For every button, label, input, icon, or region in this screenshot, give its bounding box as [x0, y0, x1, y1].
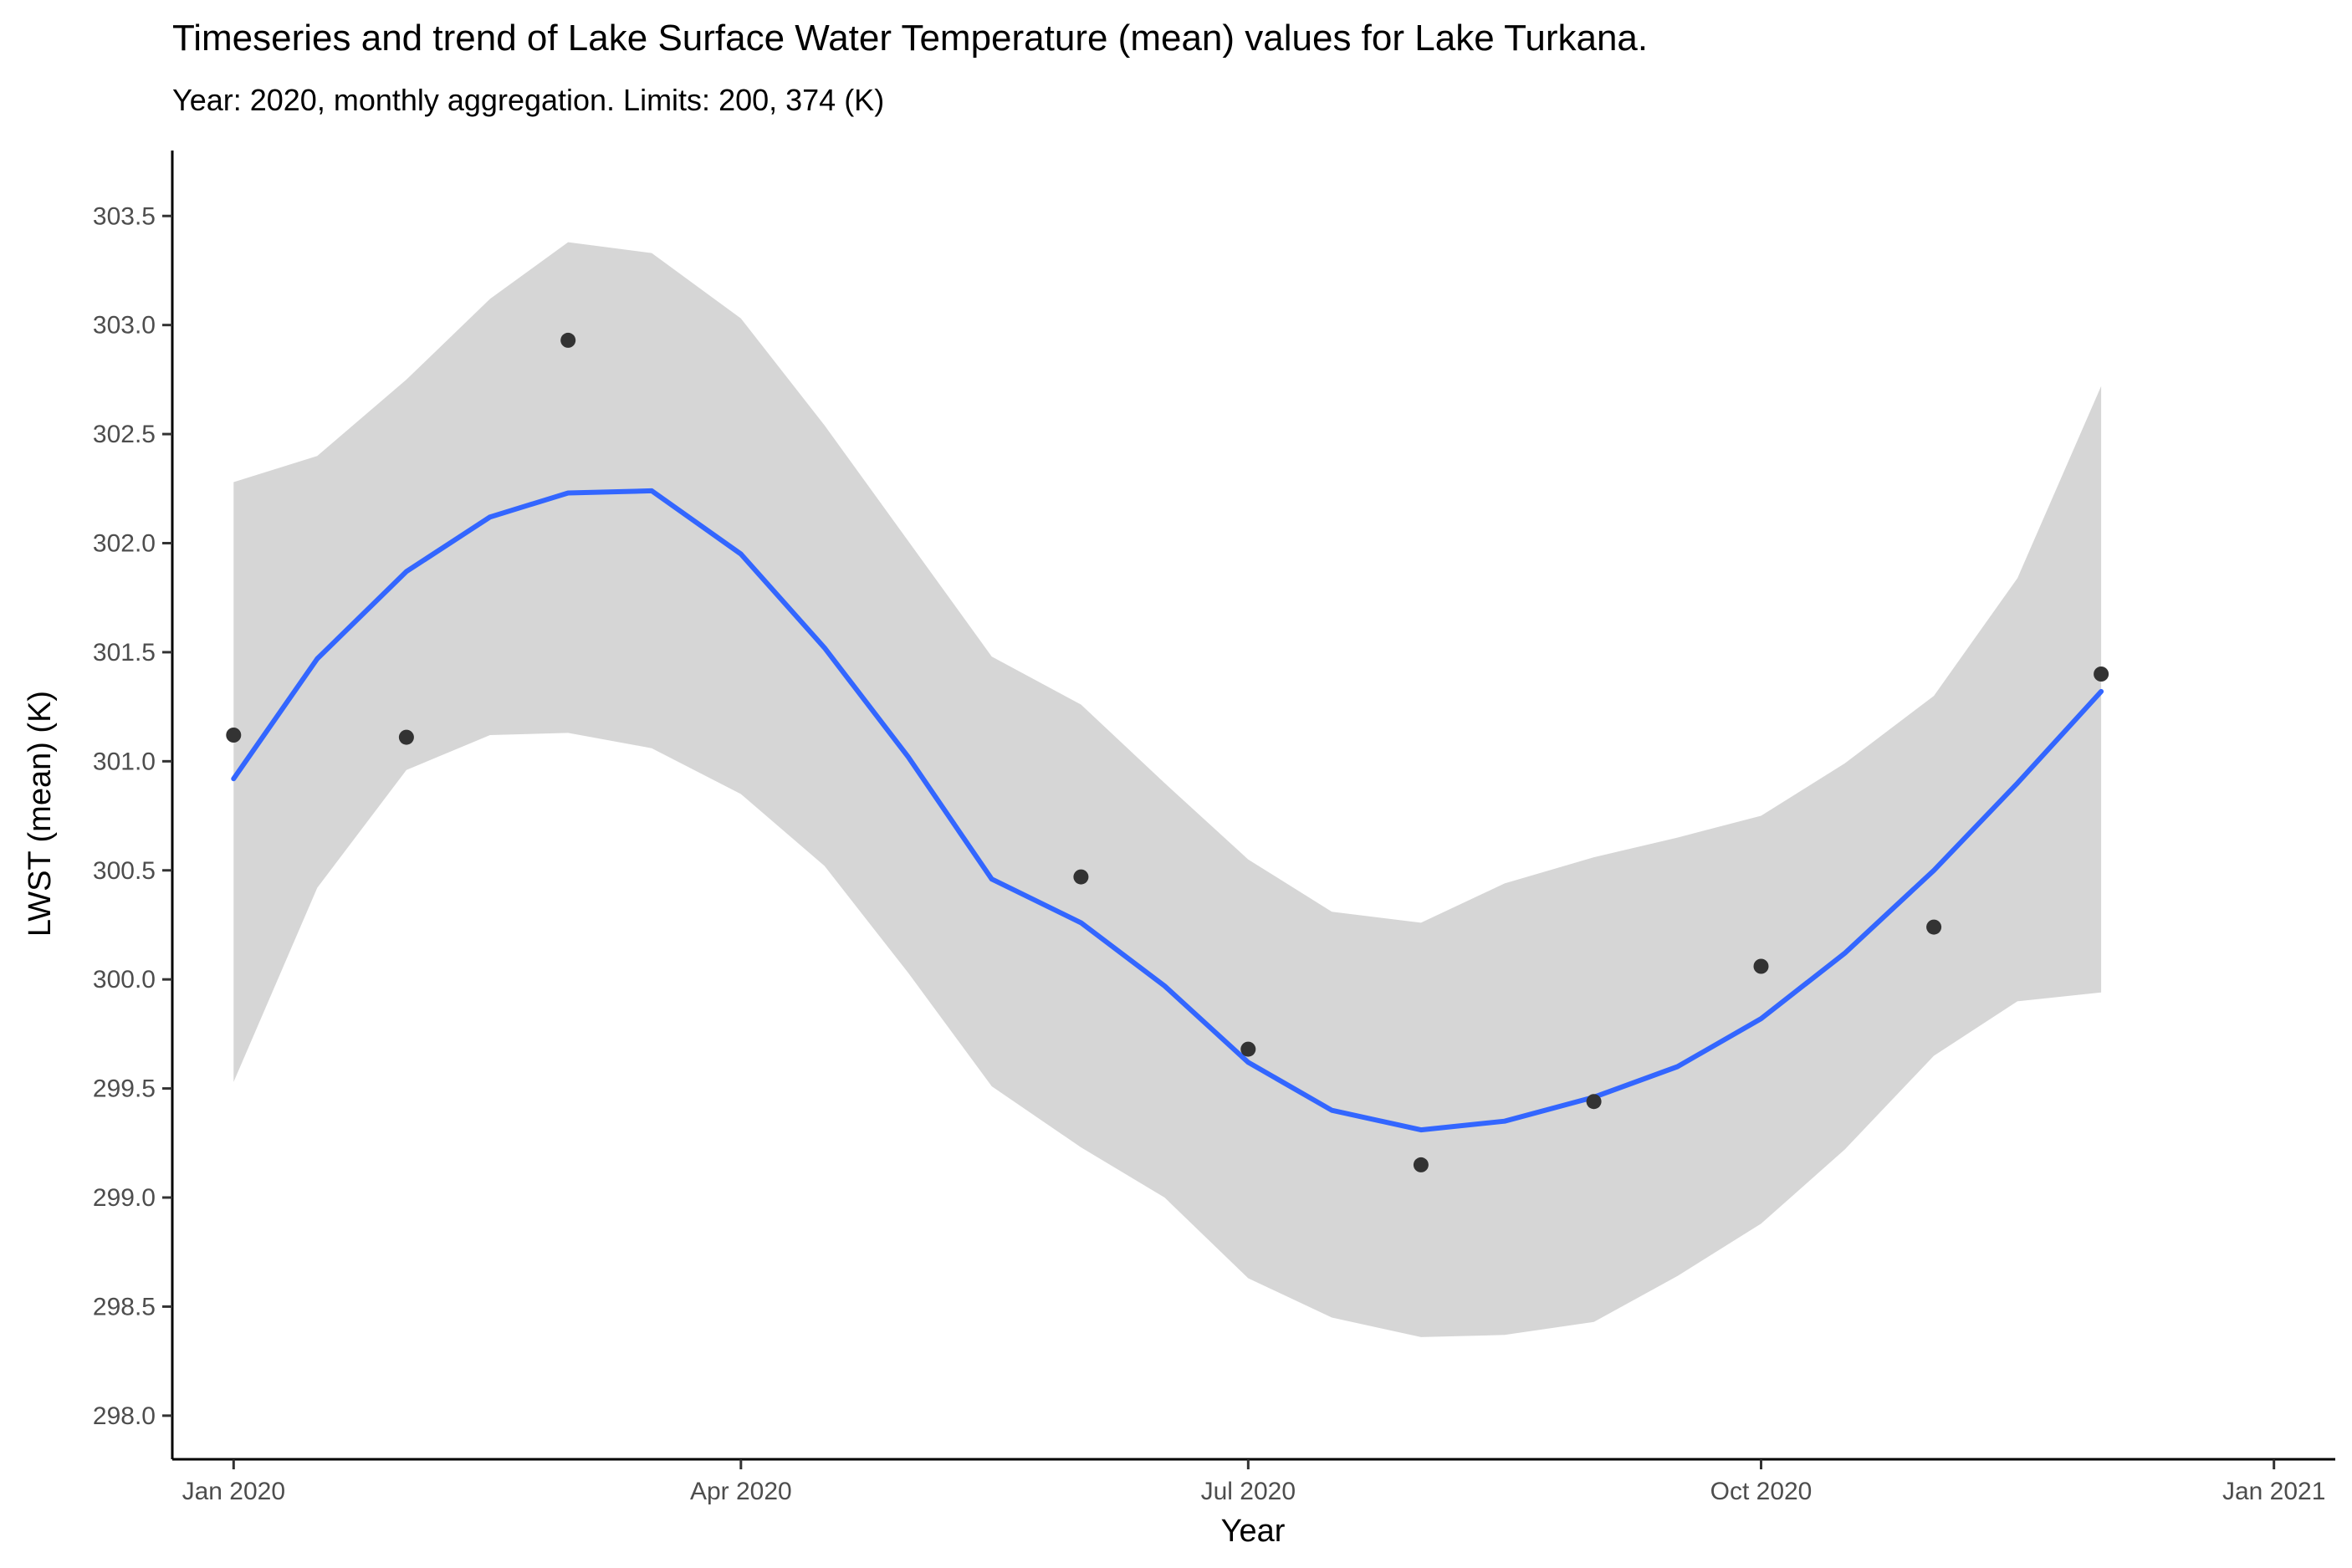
y-tick-label: 298.5 — [93, 1293, 156, 1320]
data-point — [1073, 869, 1089, 885]
chart-title: Timeseries and trend of Lake Surface Wat… — [172, 18, 1648, 59]
y-axis: 298.0 298.5 299.0 299.5 300.0 300.5 301.0 301.5… — [93, 202, 172, 1430]
data-point — [226, 728, 242, 743]
confidence-band-layer — [233, 242, 2102, 1337]
y-tick-label: 300.5 — [93, 857, 156, 885]
x-tick-label: Jul 2020 — [1201, 1478, 1296, 1505]
data-point — [1753, 958, 1769, 974]
data-point — [1586, 1094, 1602, 1110]
y-tick-label: 303.0 — [93, 312, 156, 340]
y-tick-label: 301.0 — [93, 748, 156, 775]
y-tick-label: 302.0 — [93, 530, 156, 558]
data-point — [1240, 1041, 1256, 1057]
confidence-band — [233, 242, 2102, 1337]
y-tick-label: 298.0 — [93, 1402, 156, 1430]
y-tick-label: 301.5 — [93, 639, 156, 667]
y-tick-label: 300.0 — [93, 966, 156, 993]
data-point — [1926, 919, 1942, 935]
x-tick-label: Jan 2020 — [182, 1478, 285, 1505]
x-tick-label: Jan 2021 — [2222, 1478, 2325, 1505]
x-axis: Jan 2020 Apr 2020 Jul 2020 Oct 2020 Jan 2021 — [182, 1459, 2325, 1505]
trend-line — [231, 488, 2104, 1133]
chart-subtitle: Year: 2020, monthly aggregation. Limits:… — [172, 83, 884, 117]
y-tick-label: 299.0 — [93, 1184, 156, 1212]
y-tick-label: 303.5 — [93, 202, 156, 230]
data-point — [2094, 667, 2109, 682]
x-axis-title: Year — [1221, 1514, 1286, 1549]
trend-line-layer — [231, 488, 2104, 1133]
plot-area — [226, 242, 2109, 1337]
data-point — [1413, 1157, 1429, 1172]
y-tick-label: 299.5 — [93, 1075, 156, 1103]
data-point — [398, 729, 414, 745]
y-axis-title: LWST (mean) (K) — [23, 691, 58, 937]
data-point — [560, 332, 576, 348]
y-tick-label: 302.5 — [93, 421, 156, 448]
x-tick-label: Apr 2020 — [690, 1478, 792, 1505]
x-tick-label: Oct 2020 — [1710, 1478, 1813, 1505]
data-point-layer — [226, 332, 2109, 1172]
